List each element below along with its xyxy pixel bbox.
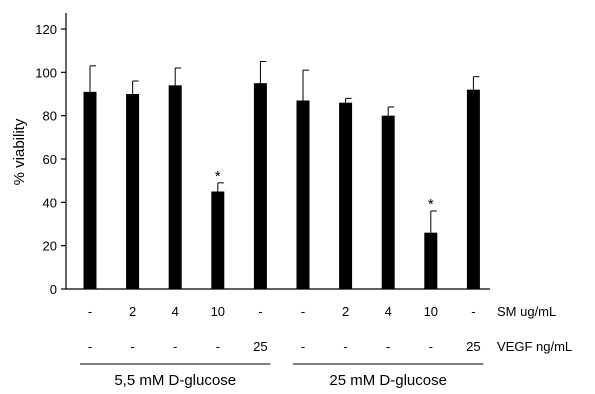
bars: **	[83, 61, 480, 290]
y-tick-label: 0	[50, 282, 57, 297]
treatment-value: 4	[172, 304, 179, 319]
treatment-value: -	[88, 304, 92, 319]
bar	[253, 83, 267, 290]
bar	[83, 91, 97, 289]
treatment-value: 2	[129, 304, 136, 319]
treatment-value: -	[258, 304, 262, 319]
group-label: 5,5 mM D-glucose	[114, 372, 236, 389]
group-label: 25 mM D-glucose	[329, 372, 447, 389]
treatment-value: -	[471, 304, 475, 319]
treatment-value: -	[301, 304, 305, 319]
bar	[296, 100, 310, 289]
treatment-value: 10	[424, 304, 438, 319]
y-tick-label: 100	[35, 65, 57, 80]
bar	[466, 89, 480, 290]
significance-marker: *	[215, 168, 221, 185]
treatment-value: 25	[466, 339, 480, 354]
bar	[381, 115, 395, 290]
treatment-value: -	[88, 339, 92, 354]
y-tick-label: 120	[35, 22, 57, 37]
treatment-value: 2	[342, 304, 349, 319]
y-tick-label: 20	[43, 239, 57, 254]
y-axis-label: % viability	[11, 118, 28, 185]
category-labels: - 2 4 10 - - 2 4 10 - SM ug/mL - - - - 25 - - - - 25 VEGF ng/…	[80, 304, 572, 389]
treatment-value: -	[301, 339, 305, 354]
y-tick-label: 80	[43, 109, 57, 124]
y-tick-label: 40	[43, 195, 57, 210]
bar	[211, 191, 225, 289]
treatment-value: 10	[211, 304, 225, 319]
bar	[126, 94, 140, 289]
treatment-value: -	[343, 339, 347, 354]
treatment-row-label: VEGF ng/mL	[497, 339, 572, 354]
treatment-value: -	[173, 339, 177, 354]
bar	[168, 85, 182, 289]
significance-marker: *	[428, 196, 434, 213]
treatment-value: -	[216, 339, 220, 354]
bar	[424, 232, 438, 289]
treatment-value: 25	[253, 339, 267, 354]
treatment-row-label: SM ug/mL	[497, 304, 556, 319]
y-tick-label: 60	[43, 152, 57, 167]
treatment-value: 4	[385, 304, 392, 319]
treatment-value: -	[429, 339, 433, 354]
treatment-value: -	[130, 339, 134, 354]
treatment-value: -	[386, 339, 390, 354]
bar	[339, 102, 353, 290]
